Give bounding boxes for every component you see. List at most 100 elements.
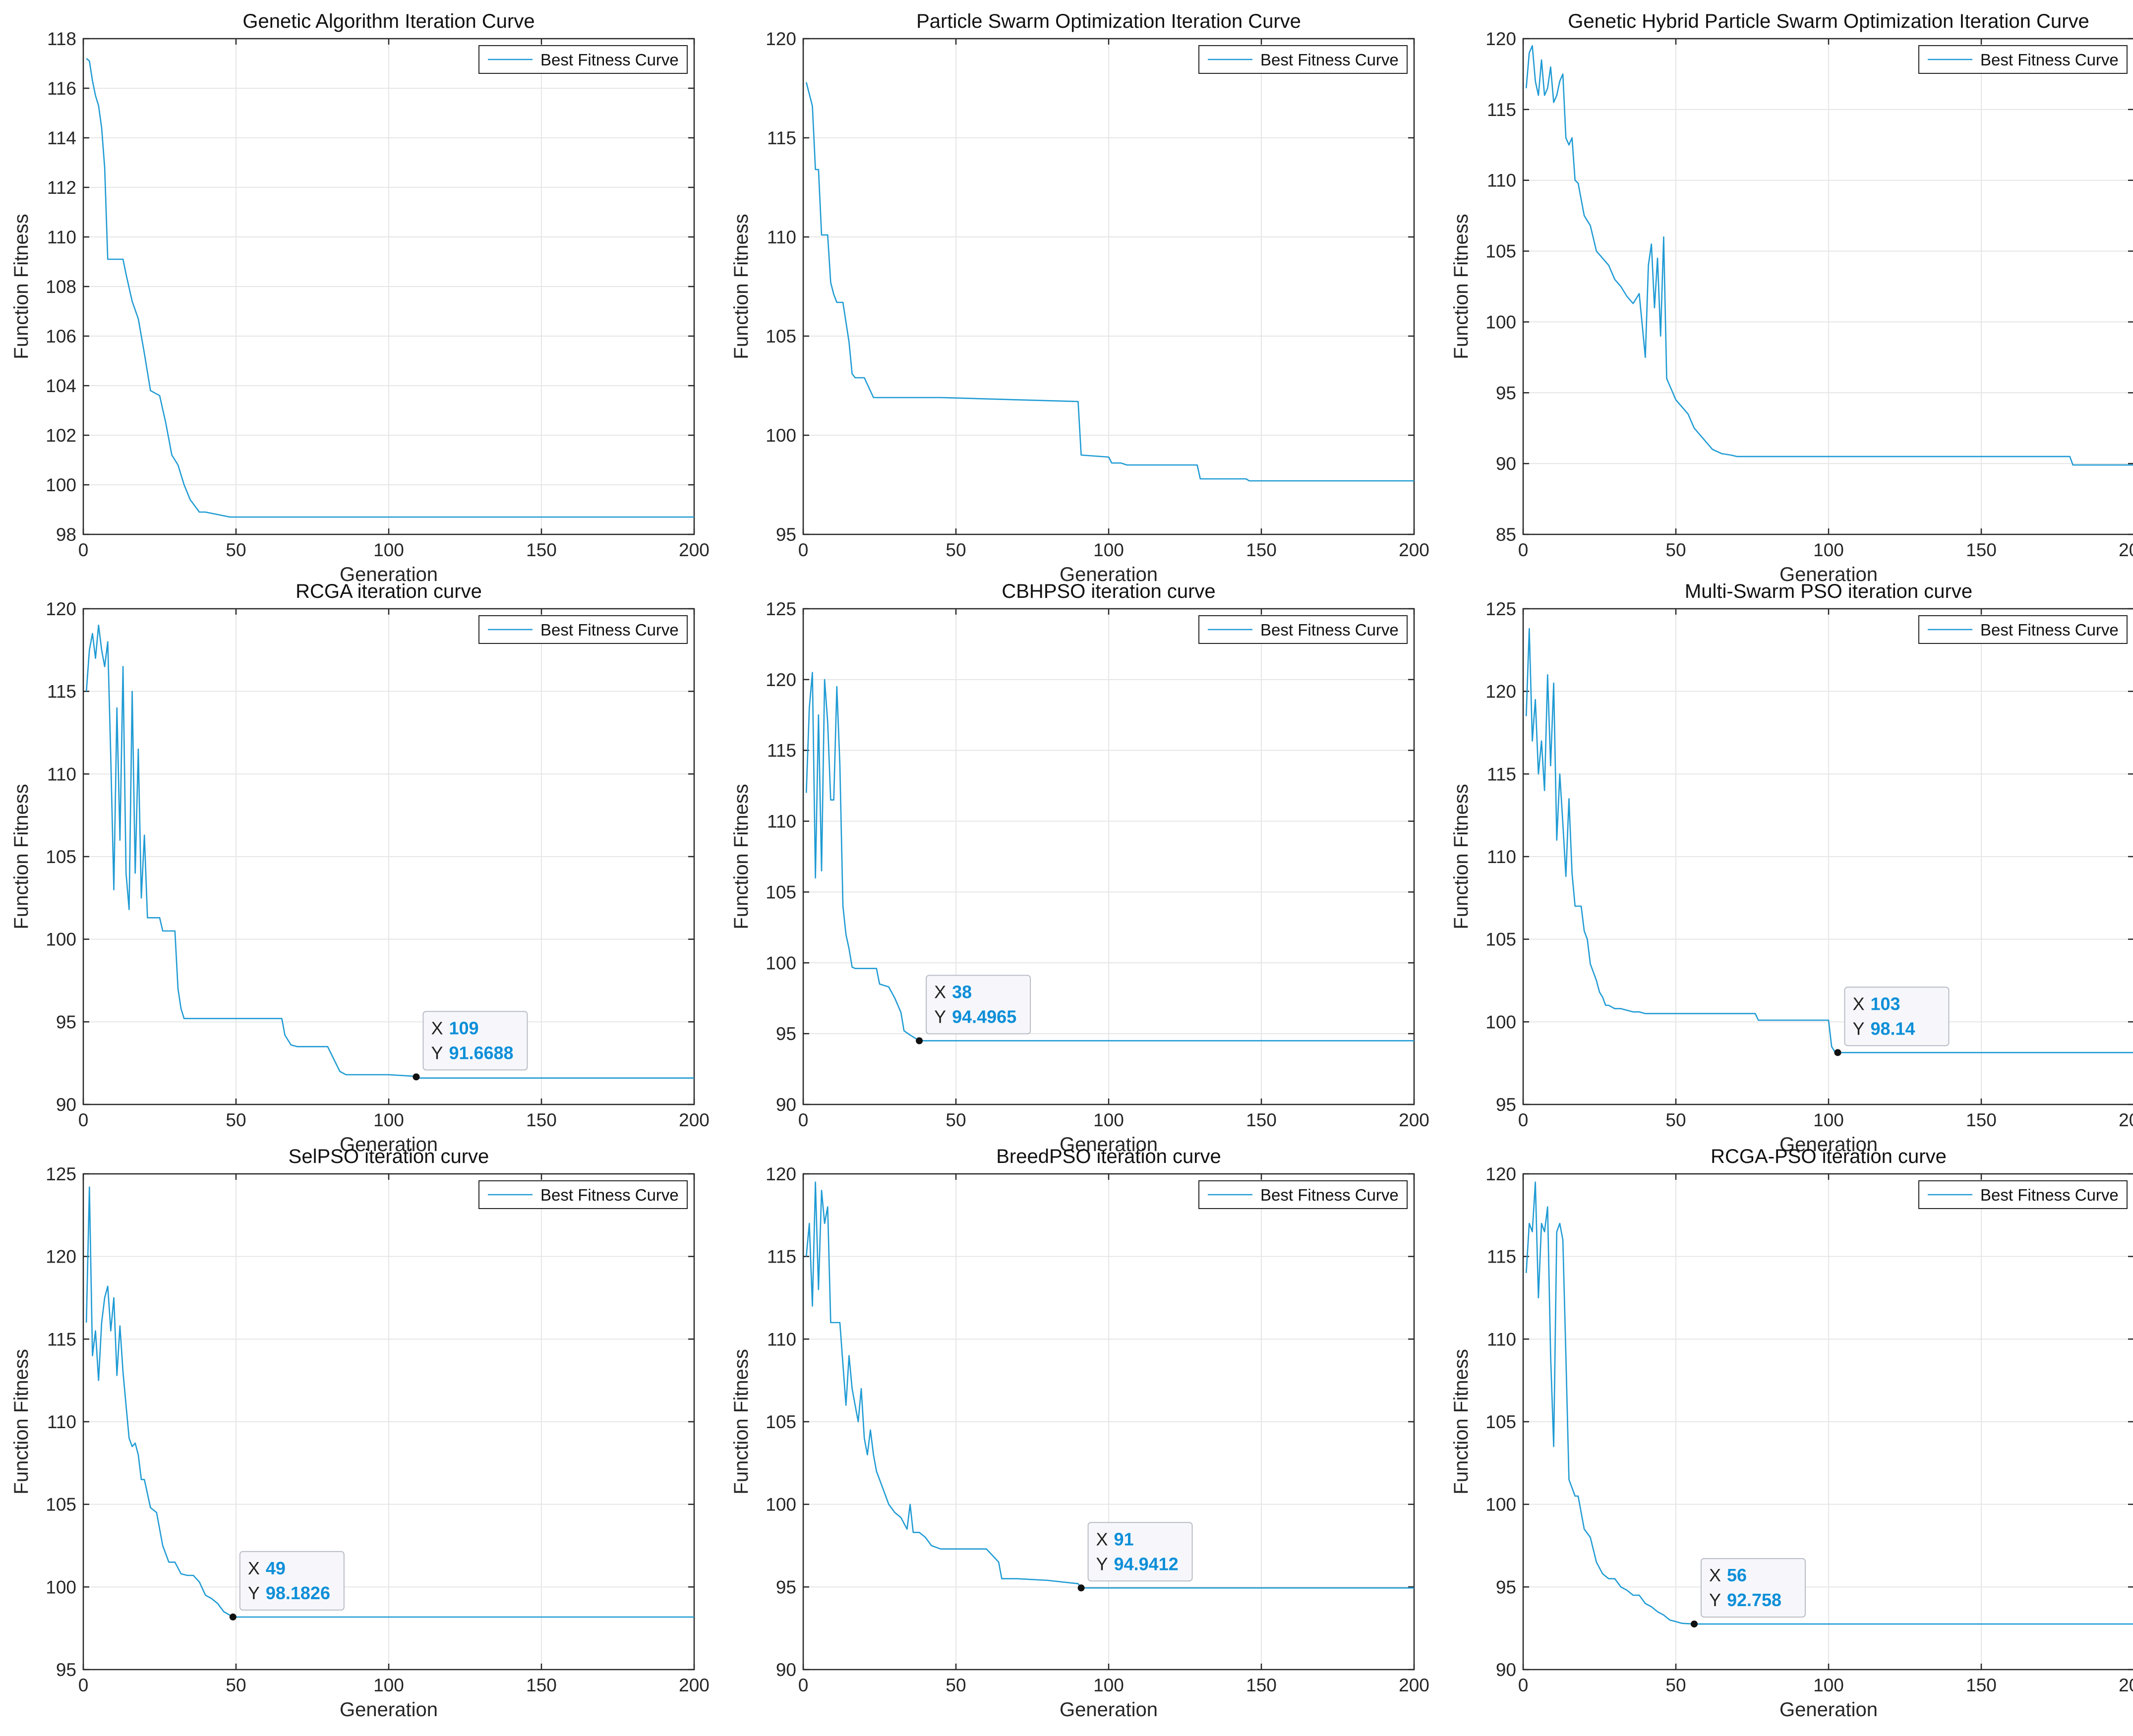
legend-label: Best Fitness Curve	[1980, 1186, 2119, 1204]
y-axis-label: Function Fitness	[1450, 214, 1472, 359]
datatip-marker	[1077, 1584, 1085, 1592]
x-tick-label: 200	[1399, 540, 1429, 560]
datatip-marker	[413, 1073, 420, 1081]
y-tick-label: 115	[47, 682, 76, 702]
y-axis-label: Function Fitness	[10, 1349, 32, 1494]
x-axis-label: Generation	[1060, 1699, 1158, 1721]
legend: Best Fitness Curve	[1918, 1180, 2128, 1209]
y-axis-label: Function Fitness	[1450, 1349, 1472, 1494]
x-tick-label: 100	[1093, 1110, 1124, 1130]
x-tick-label: 150	[526, 540, 557, 560]
y-tick-label: 90	[1496, 454, 1516, 474]
y-tick-label: 90	[776, 1660, 796, 1680]
y-tick-label: 112	[47, 177, 76, 198]
datatip-x-label: X	[1709, 1565, 1721, 1585]
y-tick-label: 105	[1485, 1412, 1516, 1432]
y-tick-label: 100	[766, 1495, 796, 1515]
series-line-best-fitness	[1525, 1181, 2133, 1625]
x-tick-label: 200	[2119, 1675, 2133, 1695]
y-tick-label: 106	[46, 326, 76, 347]
datatip-x-label: X	[248, 1558, 260, 1578]
x-axis-label: Generation	[1060, 564, 1158, 585]
x-tick-label: 50	[1665, 540, 1686, 560]
y-tick-label: 110	[1487, 171, 1516, 191]
y-tick-label: 95	[776, 1024, 796, 1044]
y-tick-label: 105	[766, 326, 796, 347]
y-tick-label: 100	[46, 929, 76, 950]
x-tick-label: 150	[1246, 1675, 1277, 1695]
x-tick-label: 0	[78, 540, 89, 560]
y-tick-label: 118	[47, 29, 76, 49]
x-tick-label: 150	[526, 1110, 557, 1130]
y-tick-label: 95	[776, 524, 796, 545]
datatip: X 38 Y 94.4965	[916, 975, 1031, 1044]
datatip-marker	[1690, 1620, 1698, 1628]
series-line-best-fitness	[805, 1181, 1414, 1589]
y-tick-label: 125	[46, 1164, 76, 1184]
y-tick-label: 100	[1485, 1012, 1516, 1032]
datatip-box	[1844, 986, 1950, 1046]
datatip-x-label: X	[934, 982, 946, 1002]
legend-label: Best Fitness Curve	[1260, 1186, 1399, 1204]
x-tick-label: 0	[1518, 1110, 1529, 1130]
y-tick-label: 110	[767, 811, 796, 832]
x-tick-label: 150	[1966, 1110, 1997, 1130]
x-tick-label: 100	[373, 1110, 404, 1130]
datatip-marker	[229, 1613, 237, 1620]
subplot-8: 0 50 100 150 200 90 95 100 105 110 115 120 BreedPSO …	[730, 1146, 1429, 1721]
legend: Best Fitness Curve	[478, 615, 688, 644]
legend: Best Fitness Curve	[1198, 45, 1408, 74]
datatip-box	[1087, 1522, 1193, 1582]
y-tick-label: 125	[1485, 599, 1516, 619]
legend-label: Best Fitness Curve	[540, 1186, 679, 1204]
datatip-x-label: X	[1852, 993, 1864, 1014]
legend: Best Fitness Curve	[478, 1180, 688, 1209]
x-axis-label: Generation	[1060, 1134, 1158, 1156]
datatip-y-value: 91.6688	[449, 1042, 513, 1063]
x-tick-label: 0	[1518, 540, 1529, 560]
y-tick-label: 115	[1487, 100, 1516, 120]
y-tick-label: 105	[766, 882, 796, 902]
datatip-box	[926, 975, 1031, 1035]
datatip-x-value: 109	[449, 1018, 478, 1038]
x-tick-label: 200	[679, 1675, 710, 1695]
x-tick-label: 150	[1246, 540, 1277, 560]
datatip-box	[239, 1551, 345, 1611]
chart-title: SelPSO iteration curve	[289, 1146, 489, 1167]
y-axis-label: Function Fitness	[730, 784, 752, 929]
x-tick-label: 100	[373, 540, 404, 560]
legend: Best Fitness Curve	[478, 45, 688, 74]
x-tick-label: 150	[526, 1675, 557, 1695]
series-line-best-fitness	[85, 1186, 694, 1618]
datatip: X 49 Y 98.1826	[229, 1551, 345, 1620]
y-tick-label: 102	[46, 425, 76, 446]
x-tick-label: 50	[946, 540, 966, 560]
x-tick-label: 100	[1093, 540, 1124, 560]
x-tick-label: 150	[1966, 540, 1997, 560]
series-line-best-fitness	[1525, 628, 2133, 1053]
y-tick-label: 105	[766, 1412, 796, 1432]
x-tick-label: 100	[1813, 1110, 1844, 1130]
y-axis-label: Function Fitness	[730, 214, 752, 359]
y-axis-label: Function Fitness	[730, 1349, 752, 1494]
legend-label: Best Fitness Curve	[540, 51, 679, 69]
x-tick-label: 50	[1665, 1110, 1686, 1130]
y-tick-label: 95	[56, 1012, 76, 1032]
subplot-2: 0 50 100 150 200 95 100 105 110 115 120 Particle Sw…	[730, 10, 1429, 585]
y-tick-label: 90	[56, 1095, 76, 1115]
y-tick-label: 116	[47, 78, 76, 99]
y-tick-label: 100	[766, 953, 796, 973]
x-tick-label: 0	[78, 1110, 89, 1130]
y-tick-label: 105	[46, 847, 76, 867]
x-tick-label: 100	[1813, 540, 1844, 560]
chart-title: Multi-Swarm PSO iteration curve	[1685, 580, 1972, 602]
y-tick-label: 95	[56, 1660, 76, 1680]
legend: Best Fitness Curve	[1918, 45, 2128, 74]
subplot-5: 0 50 100 150 200 90 95 100 105 110 115 120 125 CBHPSO…	[730, 580, 1429, 1156]
subplot-6: 0 50 100 150 200 95 100 105 110 115 120 125 Multi-Sw…	[1450, 580, 2133, 1156]
x-axis-label: Generation	[340, 564, 438, 585]
y-tick-label: 95	[1496, 1095, 1516, 1115]
x-tick-label: 100	[1093, 1675, 1124, 1695]
y-tick-label: 105	[46, 1495, 76, 1515]
subplot-9: 0 50 100 150 200 90 95 100 105 110 115 120 RCGA-PSO …	[1450, 1146, 2133, 1721]
